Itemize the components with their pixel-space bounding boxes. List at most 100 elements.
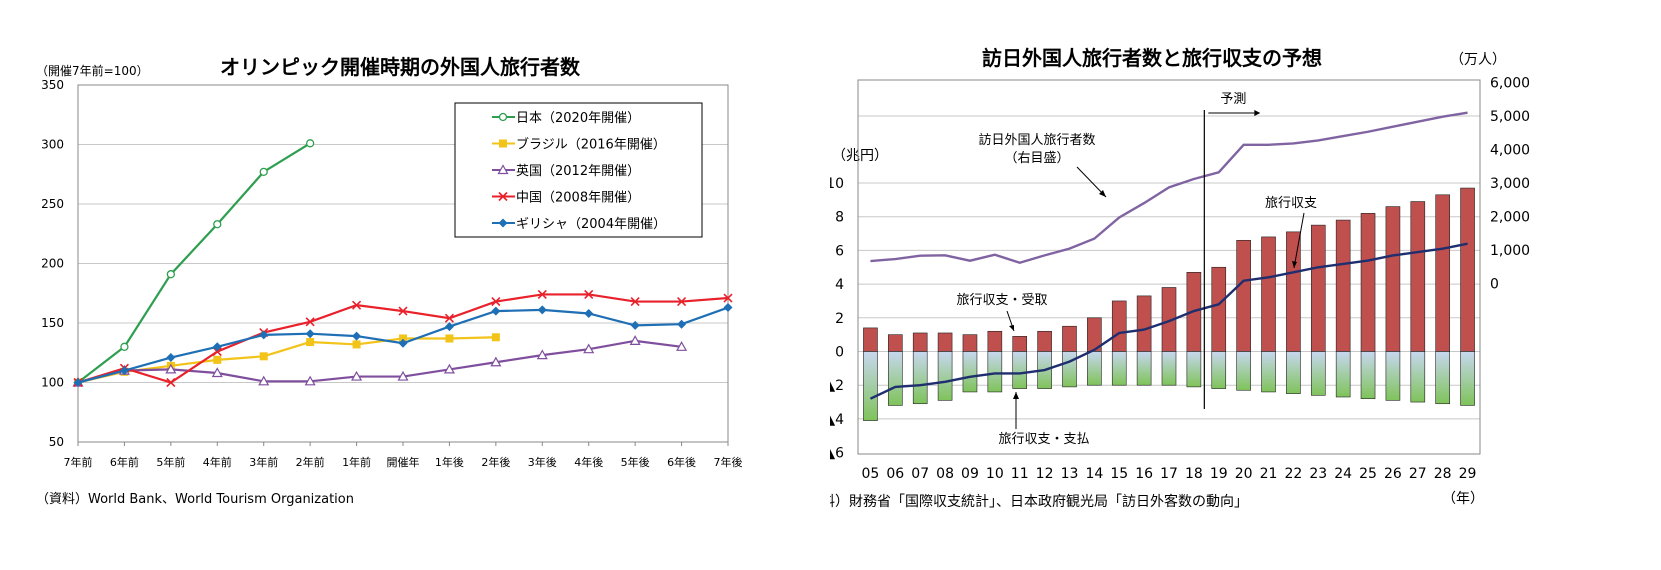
receipt-bar (937, 332, 953, 352)
data-point (398, 338, 408, 348)
chart1-ylabel: （開催7年前=100） (36, 63, 149, 78)
receipt-bar (1236, 239, 1251, 352)
data-point (583, 343, 595, 354)
receipt-bar (1261, 236, 1276, 352)
legend-item: 日本（2020年開催） (492, 111, 640, 126)
legend-label: 日本（2020年開催） (516, 111, 640, 126)
data-point (445, 334, 454, 343)
payment-bar (1261, 351, 1276, 393)
data-point (491, 297, 501, 307)
data-point (212, 342, 222, 352)
series-1 (74, 333, 500, 387)
data-point (723, 303, 733, 313)
x-tick-label: 28 (1434, 466, 1452, 482)
x-tick-label: 20 (1235, 466, 1253, 482)
data-point (584, 308, 594, 318)
visitors-pointer-head (1099, 190, 1106, 197)
receipt-bar (863, 327, 878, 352)
payment-bar (1161, 351, 1177, 386)
data-point (537, 305, 547, 315)
legend-item: ギリシャ（2004年開催） (492, 217, 666, 232)
forecast-arrowhead (1254, 110, 1261, 116)
receipt-bar (1385, 206, 1401, 352)
receipt-bar (1360, 213, 1376, 352)
legend-label: ブラジル（2016年開催） (516, 137, 666, 153)
x-tick-label: 15 (1110, 466, 1128, 482)
receipt-bar (1410, 201, 1426, 352)
data-point (444, 322, 454, 332)
x-tick-label: 4年前 (203, 455, 232, 469)
x-tick-label: 6年後 (667, 455, 696, 469)
series-line (77, 142, 311, 384)
data-point (306, 338, 315, 347)
y-left-tick-label: ▲6 (830, 446, 844, 462)
y-tick-label: 50 (49, 435, 64, 449)
data-point (490, 356, 502, 367)
data-point (213, 220, 222, 229)
legend-label: 英国（2012年開催） (516, 164, 640, 179)
legend-item: 英国（2012年開催） (492, 164, 640, 179)
receipt-bar (1062, 325, 1077, 352)
payment-bar (1136, 351, 1152, 386)
x-tick-label: 3年後 (528, 455, 557, 469)
x-tick-label: 14 (1085, 466, 1103, 482)
data-point (676, 341, 688, 351)
x-tick-label: 13 (1061, 466, 1079, 482)
data-point (398, 306, 408, 316)
chart2-plot-area (857, 79, 1481, 455)
x-tick-label: 開催年 (387, 455, 420, 469)
y-left-tick-label: 2 (835, 311, 844, 327)
x-tick-label: 22 (1284, 466, 1302, 482)
data-point (259, 167, 268, 177)
data-point (677, 297, 687, 307)
data-point (166, 270, 176, 279)
payment-bar (888, 351, 903, 406)
balance-annotation: 旅行収支 (1265, 196, 1317, 211)
legend-item: ブラジル（2016年開催） (492, 137, 666, 153)
x-tick-label: 1年後 (435, 455, 464, 469)
y-left-tick-label: ▲2 (830, 378, 844, 394)
data-point (119, 366, 129, 376)
payment-bar (863, 351, 878, 421)
y-tick-label: 100 (41, 376, 64, 390)
data-point (677, 319, 687, 329)
x-tick-label: 26 (1384, 466, 1402, 482)
y-right-tick-label: 0 (1490, 277, 1499, 293)
series-line (77, 339, 682, 384)
payment-bar (1460, 351, 1475, 406)
data-point (629, 335, 641, 345)
data-point (723, 293, 733, 303)
data-point (491, 306, 501, 316)
visitors-annotation-sub: （右目盛） (1004, 151, 1069, 166)
x-tick-label: 4年後 (574, 455, 603, 469)
data-point (491, 333, 500, 342)
payment-bar (1435, 351, 1450, 405)
chart2-ylabel-left: （兆円） (832, 148, 888, 164)
data-point (166, 377, 176, 388)
receipt-bar (1211, 266, 1227, 352)
receipt-bar (912, 332, 928, 352)
y-tick-label: 200 (41, 257, 64, 271)
x-tick-label: 09 (961, 466, 979, 482)
x-tick-label: 5年前 (156, 455, 185, 469)
y-tick-label: 150 (41, 316, 64, 330)
x-tick-label: 17 (1160, 466, 1178, 482)
receipt-bar (888, 334, 903, 352)
chart1-title: オリンピック開催時期の外国人旅行者数 (220, 55, 581, 79)
data-point (212, 346, 222, 357)
x-tick-label: 23 (1309, 466, 1327, 482)
payments-annotation: 旅行収支・支払 (998, 432, 1089, 447)
x-tick-label: 19 (1210, 466, 1228, 482)
data-point (352, 331, 362, 341)
payment-bar (962, 351, 978, 393)
legend-marker (498, 112, 508, 122)
data-point (351, 370, 363, 381)
payment-bar (1087, 351, 1102, 386)
payment-bar (987, 351, 1003, 393)
balance-pointer-head (1292, 261, 1297, 268)
data-point (259, 330, 269, 340)
legend-item: 中国（2008年開催） (492, 191, 640, 206)
data-point (211, 367, 223, 378)
data-point (352, 300, 362, 310)
y-left-tick-label: 0 (835, 345, 844, 361)
